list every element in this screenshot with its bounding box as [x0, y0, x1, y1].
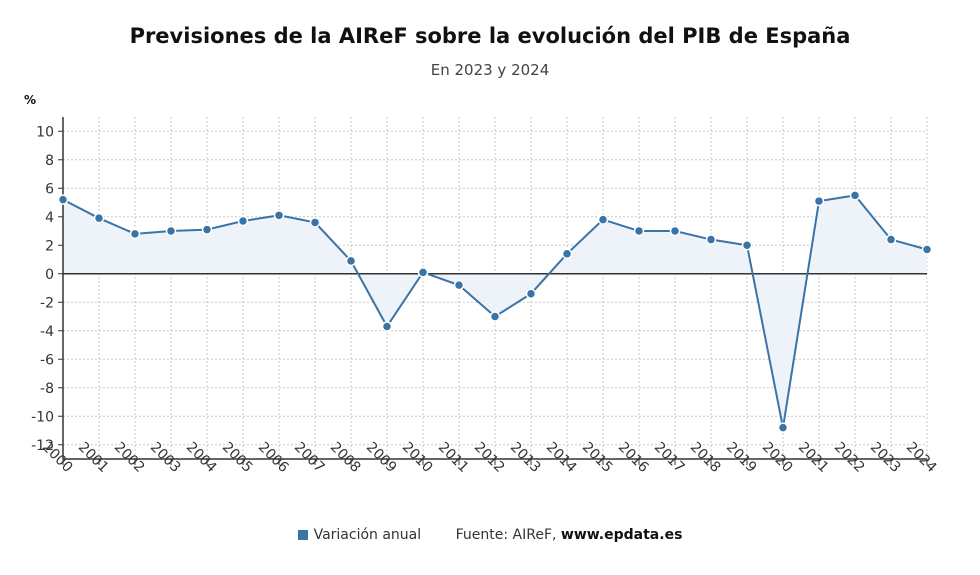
x-axis-ticks: 2000 2001 2002 2003 2004 2005 2006 2007 2008 2009… [39, 439, 940, 476]
series-variacion-anual [57, 190, 933, 433]
y-tick-label: -8 [40, 381, 54, 397]
data-point [561, 248, 573, 260]
data-point [237, 215, 249, 227]
data-point [489, 311, 501, 322]
x-tick-label: 2016 [615, 439, 652, 476]
data-point [381, 321, 393, 332]
legend[interactable]: Variación anual [297, 527, 426, 543]
data-point [705, 234, 717, 245]
data-point [417, 267, 429, 278]
x-tick-label: 2000 [39, 439, 76, 476]
data-point [777, 422, 789, 433]
y-tick-label: 10 [36, 124, 54, 140]
data-point [849, 190, 861, 201]
y-tick-label: 6 [45, 181, 54, 197]
x-tick-label: 2019 [723, 439, 760, 476]
data-point [597, 214, 609, 225]
x-tick-label: 2008 [327, 439, 364, 476]
y-tick-label: -12 [31, 438, 54, 454]
x-tick-label: 2017 [651, 439, 688, 476]
x-tick-label: 2006 [255, 439, 292, 476]
x-tick-label: 2021 [795, 439, 832, 476]
x-tick-label: 2015 [579, 439, 616, 476]
chart-footer: Variación anual Fuente: AIReF, www.epdat… [0, 527, 980, 543]
x-tick-label: 2004 [183, 439, 220, 476]
data-point [309, 217, 321, 228]
y-tick-label: -2 [40, 295, 54, 311]
x-tick-label: 2014 [543, 439, 580, 476]
y-tick-label: -10 [31, 409, 54, 425]
y-axis-unit-label: % [24, 93, 37, 107]
data-point [813, 195, 825, 207]
y-tick-label: 2 [45, 238, 54, 254]
data-point [93, 212, 105, 224]
chart-subtitle: En 2023 y 2024 [430, 61, 550, 79]
data-point [57, 194, 69, 205]
data-point [201, 224, 213, 235]
data-point [129, 228, 141, 240]
source-site: www.epdata.es [560, 527, 683, 543]
data-point [885, 234, 897, 245]
legend-swatch [297, 530, 308, 540]
y-axis-ticks: 10 8 6 4 2 0 -2 -4 -6 -8 -10 -12 [31, 124, 63, 454]
x-tick-label: 2010 [399, 439, 436, 476]
x-tick-label: 2003 [147, 439, 184, 476]
y-tick-label: -4 [40, 324, 54, 340]
x-tick-label: 2005 [219, 439, 256, 476]
y-tick-label: 0 [45, 267, 54, 283]
data-point [345, 255, 357, 267]
x-tick-label: 2002 [111, 439, 148, 476]
data-point [165, 225, 177, 237]
x-tick-label: 2013 [507, 439, 544, 476]
x-tick-label: 2024 [903, 439, 940, 476]
data-point [921, 244, 933, 255]
x-tick-label: 2012 [471, 439, 508, 476]
x-tick-label: 2001 [75, 439, 112, 476]
y-tick-label: 8 [45, 153, 54, 169]
chart-title: Previsiones de la AIReF sobre la evoluci… [129, 24, 851, 48]
data-point [453, 279, 465, 291]
x-tick-label: 2011 [435, 439, 472, 476]
y-tick-label: -6 [40, 352, 54, 368]
source-label: Fuente: AIReF, [455, 527, 557, 543]
x-tick-label: 2023 [867, 439, 904, 476]
data-point [669, 225, 681, 237]
x-tick-label: 2020 [759, 439, 796, 476]
x-tick-label: 2009 [363, 439, 400, 476]
data-point [741, 240, 753, 251]
y-tick-label: 4 [45, 210, 54, 226]
data-point [525, 288, 537, 299]
data-point [273, 210, 285, 221]
data-point [633, 225, 645, 237]
x-tick-label: 2022 [831, 439, 868, 476]
legend-label: Variación anual [313, 527, 422, 543]
x-tick-label: 2018 [687, 439, 724, 476]
x-tick-label: 2007 [291, 439, 328, 476]
